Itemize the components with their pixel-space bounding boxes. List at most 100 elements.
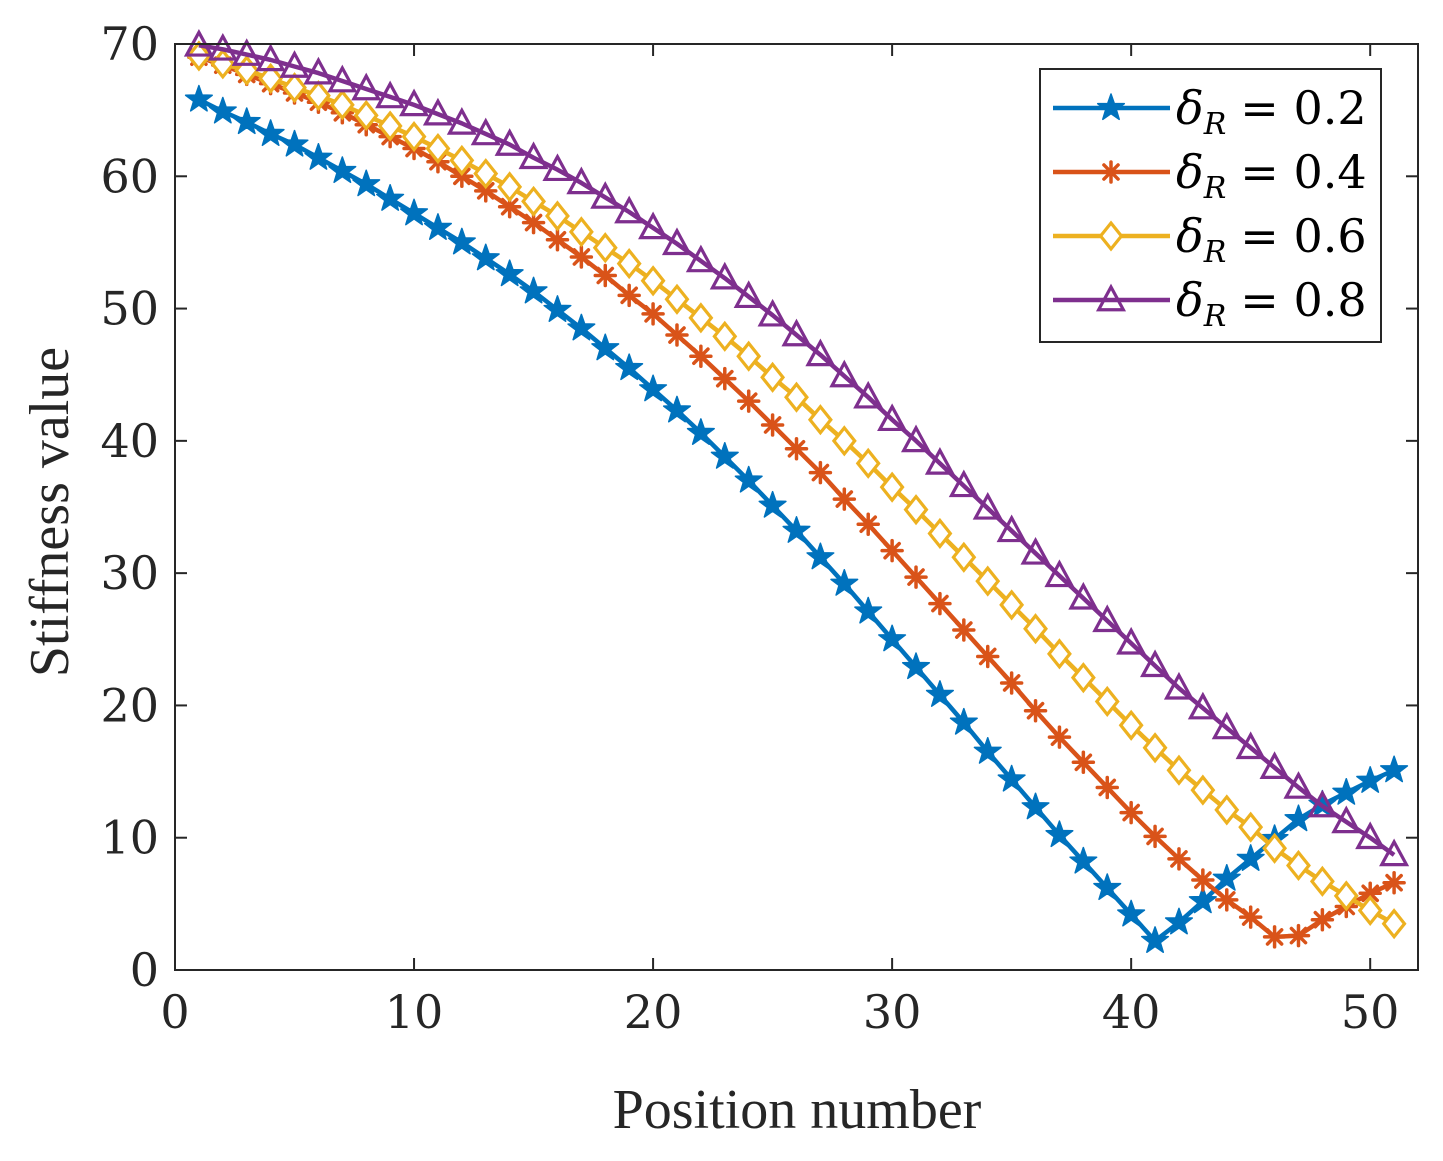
- data-point: [1164, 907, 1194, 935]
- data-point: [519, 276, 548, 304]
- data-point: [1262, 832, 1288, 864]
- y-tick-label: 60: [100, 149, 159, 203]
- data-point: [1023, 698, 1048, 723]
- legend-symbol: δ: [1176, 81, 1204, 135]
- data-point: [422, 97, 453, 126]
- data-point: [972, 491, 1003, 520]
- asterisk-stroke: [1241, 908, 1260, 926]
- data-point: [878, 624, 907, 652]
- data-point: [925, 680, 954, 707]
- data-point: [661, 227, 693, 256]
- data-point: [208, 96, 237, 124]
- data-point: [806, 542, 835, 570]
- asterisk-stroke: [1194, 871, 1212, 889]
- data-point: [1046, 638, 1072, 670]
- data-point: [1188, 886, 1217, 914]
- asterisk-stroke: [1217, 891, 1236, 909]
- data-point: [928, 591, 952, 616]
- data-point: [1045, 820, 1074, 848]
- asterisk-stroke: [1146, 827, 1164, 846]
- data-point: [709, 261, 740, 290]
- asterisk-stroke: [715, 369, 734, 388]
- asterisk-stroke: [1361, 884, 1380, 903]
- asterisk-stroke: [978, 647, 997, 666]
- y-tick-label: 20: [100, 678, 159, 732]
- data-point: [1143, 824, 1167, 849]
- data-point: [1309, 865, 1335, 897]
- data-point: [305, 80, 331, 112]
- data-point: [975, 565, 1001, 597]
- data-point: [497, 171, 523, 203]
- data-point: [1163, 671, 1195, 700]
- axes-box: [174, 43, 1419, 971]
- legend-marker: [1099, 160, 1123, 184]
- asterisk-stroke: [1289, 926, 1308, 945]
- legend-subscript: R: [1203, 299, 1227, 334]
- legend-symbol: δ: [1176, 145, 1204, 199]
- data-point: [880, 538, 904, 563]
- data-point: [328, 156, 357, 184]
- legend-item-2: δR = 0.4: [1053, 145, 1367, 206]
- data-point: [997, 764, 1026, 792]
- data-point: [832, 487, 857, 511]
- asterisk-stroke: [907, 568, 925, 586]
- legend-value: = 0.2: [1240, 81, 1366, 135]
- asterisk-stroke: [644, 305, 662, 323]
- data-point: [1333, 880, 1359, 912]
- data-point: [473, 158, 499, 190]
- data-point: [258, 62, 284, 94]
- legend-marker: [1096, 93, 1126, 121]
- data-point: [1095, 775, 1119, 800]
- data-point: [999, 671, 1024, 695]
- asterisk-stroke: [1098, 778, 1117, 797]
- legend-label: δR = 0.4: [1176, 145, 1367, 206]
- data-point: [447, 227, 476, 255]
- data-point: [999, 589, 1025, 621]
- data-point: [1235, 731, 1266, 760]
- data-point: [736, 340, 762, 372]
- data-point: [1262, 925, 1287, 949]
- x-tick-label: 30: [863, 985, 922, 1039]
- data-point: [733, 280, 764, 309]
- legend-label: δR = 0.8: [1176, 273, 1367, 334]
- data-point: [280, 129, 309, 157]
- data-point: [1381, 908, 1407, 940]
- data-point: [1142, 732, 1168, 764]
- data-point: [784, 381, 809, 413]
- data-point: [1094, 685, 1120, 718]
- asterisk-stroke: [548, 230, 567, 249]
- data-point: [592, 232, 618, 264]
- y-tick-label: 30: [100, 546, 159, 600]
- asterisk-stroke: [524, 213, 543, 232]
- data-point: [398, 88, 430, 117]
- data-point: [184, 84, 213, 112]
- data-point: [1357, 894, 1383, 927]
- data-point: [1358, 881, 1382, 906]
- data-point: [665, 323, 689, 347]
- data-point: [1283, 771, 1314, 799]
- data-point: [234, 54, 260, 87]
- data-point: [1331, 805, 1362, 834]
- x-tick-label: 40: [1102, 985, 1161, 1039]
- legend-item-1: δR = 0.2: [1053, 81, 1367, 142]
- asterisk-stroke: [883, 541, 901, 560]
- data-point: [1286, 923, 1311, 948]
- y-tick-label: 10: [100, 811, 159, 865]
- legend-symbol: δ: [1176, 273, 1204, 327]
- data-point: [1379, 838, 1410, 867]
- data-point: [614, 195, 645, 224]
- data-point: [1191, 868, 1215, 892]
- data-point: [327, 64, 358, 93]
- data-point: [781, 318, 812, 347]
- data-point: [951, 541, 977, 573]
- y-axis-title: Stiffness value: [19, 347, 81, 677]
- legend-subscript: R: [1203, 235, 1227, 270]
- data-point: [1117, 899, 1146, 927]
- data-point: [877, 403, 908, 432]
- asterisk-stroke: [668, 326, 686, 344]
- asterisk-stroke: [1002, 674, 1021, 692]
- data-point: [757, 298, 788, 327]
- data-point: [1214, 794, 1240, 826]
- asterisk-stroke: [787, 439, 806, 458]
